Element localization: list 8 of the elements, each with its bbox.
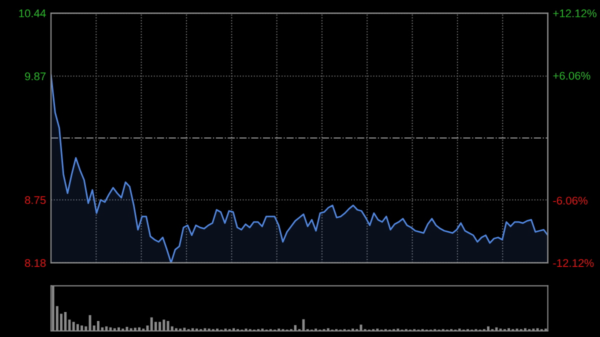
y2-tick-label: -12.12% [553,259,594,267]
y2-tick-label: +12.12% [553,9,596,18]
y2-tick-label: -6.06% [553,196,588,205]
y-tick-label: 8.75 [25,196,46,204]
y2-tick-label: +6.06% [553,72,590,80]
y-tick-label: 10.44 [19,9,46,18]
y-tick-label: 9.87 [25,72,46,80]
y-tick-label: 8.18 [25,259,46,267]
